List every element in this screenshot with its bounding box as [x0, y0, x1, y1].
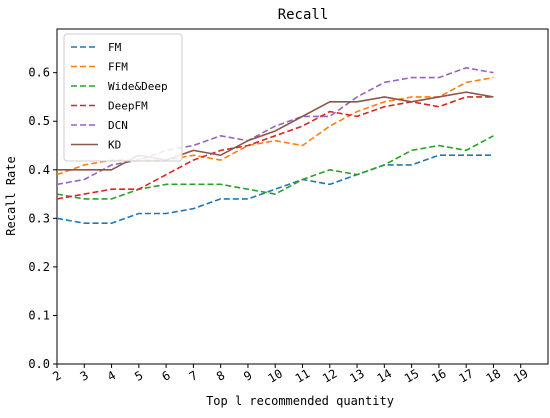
x-tick-label: 10 [265, 366, 285, 385]
series-line-dcn [56, 67, 494, 186]
x-tick-label: 4 [105, 368, 118, 384]
x-tick-label: 2 [50, 368, 63, 384]
y-tick-label: 0.5 [28, 114, 50, 128]
x-tick-label: 16 [429, 366, 449, 385]
legend-label: DCN [108, 119, 128, 132]
legend-label: DeepFM [108, 100, 148, 113]
x-tick-label: 15 [402, 366, 422, 385]
legend-label: FFM [108, 61, 128, 74]
x-tick-label: 11 [293, 366, 313, 385]
series-line-deepfm [56, 96, 494, 200]
series-line-wide-deep [56, 135, 494, 200]
x-tick-label: 5 [132, 368, 145, 384]
x-tick-label: 14 [375, 366, 395, 385]
x-tick-label: 17 [456, 366, 476, 385]
series-line-fm [56, 154, 494, 224]
legend-label: KD [108, 139, 121, 152]
x-tick-label: 6 [159, 368, 172, 384]
y-axis-label: Recall Rate [4, 156, 18, 235]
x-tick-label: 12 [320, 366, 340, 385]
x-tick-label: 19 [511, 366, 531, 385]
x-tick-label: 13 [347, 366, 367, 385]
x-axis-label: Top l recommended quantity [206, 394, 394, 408]
y-tick-label: 0.2 [28, 260, 50, 274]
x-tick-label: 8 [214, 368, 227, 384]
legend-label: Wide&Deep [108, 80, 168, 93]
chart-title: Recall [278, 7, 329, 23]
y-tick-label: 0.0 [28, 357, 50, 371]
x-tick-label: 9 [241, 368, 254, 384]
y-tick-label: 0.6 [28, 66, 50, 80]
legend-box [63, 33, 183, 162]
y-tick-label: 0.4 [28, 163, 50, 177]
legend-label: FM [108, 41, 122, 54]
legend: FM FFM Wide&Deep DeepFM DCN KD [63, 33, 183, 162]
x-tick-label: 3 [78, 368, 91, 384]
y-tick-label: 0.1 [28, 308, 50, 322]
y-tick-label: 0.3 [28, 211, 50, 225]
x-tick-label: 7 [187, 368, 200, 384]
x-tick-label: 18 [484, 366, 504, 385]
